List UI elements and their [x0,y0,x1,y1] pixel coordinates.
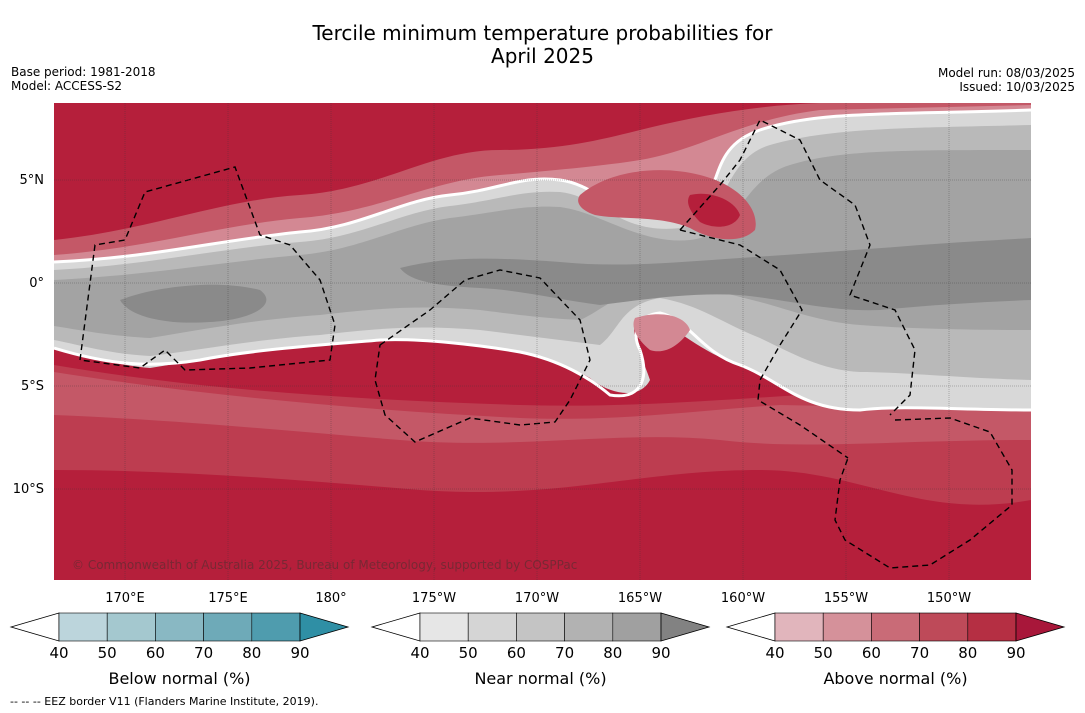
colorbar-segment [774,612,824,642]
colorbar-tick-label: 80 [603,644,622,662]
colorbar-segment [203,612,253,642]
lat-tick-label: 0° [29,276,44,291]
colorbar-tick-label: 90 [290,644,309,662]
lon-tick-label: 175°E [208,591,248,606]
colorbar-tick-label: 40 [410,644,429,662]
colorbar-segment [467,612,517,642]
lat-tick-label: 10°S [13,482,44,497]
colorbar-segment [58,612,108,642]
lon-tick-label: 165°W [618,591,662,606]
title-line-1: Tercile minimum temperature probabilitie… [312,21,773,45]
colorbar-tick-label: 60 [507,644,526,662]
colorbar-segment [822,612,872,642]
colorbar-segment [155,612,204,642]
meta-left: Base period: 1981-2018 Model: ACCESS-S2 [11,65,156,93]
above-band-south-2 [54,372,1031,445]
colorbar-tick-label: 40 [49,644,68,662]
above-blob-north-core [688,193,740,227]
colorbar-segment [871,612,920,642]
grid-lines [54,103,1031,580]
colorbar-tick-label: 50 [459,644,478,662]
colorbar-segment [919,612,969,642]
colorbar-tick-label: 40 [765,644,784,662]
map-area [54,103,1031,580]
lat-tick-label: 5°N [20,173,45,188]
colorbar-tick-label: 80 [958,644,977,662]
colorbar-tick-label: 90 [651,644,670,662]
colorbar-label: Above normal (%) [823,669,967,688]
lat-labels: 5°N 0° 5°S 10°S [13,173,44,497]
eez-footnote: -- -- -- EEZ border V11 (Flanders Marine… [10,695,319,708]
lon-tick-label: 175°W [412,591,456,606]
eez-borders [79,119,1013,569]
colorbar-label: Near normal (%) [474,669,606,688]
colorbar-tick-label: 70 [194,644,213,662]
lon-tick-label: 170°W [515,591,559,606]
copyright-notice: © Commonwealth of Australia 2025, Bureau… [72,558,578,572]
colorbar-segment [967,612,1017,642]
colorbar-segment [106,612,156,642]
colorbar-tick-label: 60 [146,644,165,662]
colorbar-tick-label: 80 [242,644,261,662]
colorbar-tick-label: 90 [1006,644,1025,662]
colorbar-3: 40 50 60 70 80 90 Above normal (%) [725,612,1066,688]
colorbar-tick-label: 60 [862,644,881,662]
colorbar-extend-low [370,612,421,642]
colorbar-segment [516,612,565,642]
above-patch-mid [633,314,690,352]
colorbar-extend-low [9,612,60,642]
eez-border-1 [79,166,336,371]
lon-tick-label: 150°W [927,591,971,606]
colorbar-tick-label: 50 [98,644,117,662]
colorbar-extend-high [299,612,350,642]
lon-tick-label: 155°W [824,591,868,606]
colorbar-segment [419,612,469,642]
lon-tick-label: 170°E [105,591,145,606]
meta-right: Model run: 08/03/2025 Issued: 10/03/2025 [938,66,1075,94]
near-band-core [400,238,1031,311]
colorbar-segment [564,612,614,642]
lon-labels: 170°E 175°E 180° 175°W 170°W 165°W 160°W 155°W 1… [105,591,971,606]
colorbar-1: 40 50 60 70 80 90 Below normal (%) [9,612,350,688]
colorbar-tick-label: 70 [555,644,574,662]
near-boundary-north [54,108,1031,264]
colorbar-label: Below normal (%) [108,669,250,688]
colorbar-tick-label: 70 [910,644,929,662]
issued-date: Issued: 10/03/2025 [959,80,1075,94]
chart-title: Tercile minimum temperature probabilitie… [0,22,1085,68]
eez-border-3 [679,119,916,416]
lat-tick-label: 5°S [21,379,44,394]
model-run: Model run: 08/03/2025 [937,66,1075,80]
colorbar-extend-low [725,612,776,642]
colorbar-extend-high [660,612,711,642]
near-boundary-south [54,311,1031,412]
model-name: Model: ACCESS-S2 [11,79,123,93]
colorbars: 40 50 60 70 80 90 Below normal (%) 40 50 60 70 80 90… [9,612,1066,688]
colorbar-extend-high [1015,612,1066,642]
eez-border-4 [834,417,1013,569]
title-line-2: April 2025 [491,44,594,68]
colorbar-segment [612,612,662,642]
colorbar-segment [251,612,301,642]
near-patch-west [120,284,267,323]
lon-tick-label: 160°W [721,591,765,606]
colorbar-2: 40 50 60 70 80 90 Near normal (%) [370,612,711,688]
lon-tick-label: 180° [315,591,346,606]
base-period: Base period: 1981-2018 [11,65,156,79]
colorbar-tick-label: 50 [814,644,833,662]
